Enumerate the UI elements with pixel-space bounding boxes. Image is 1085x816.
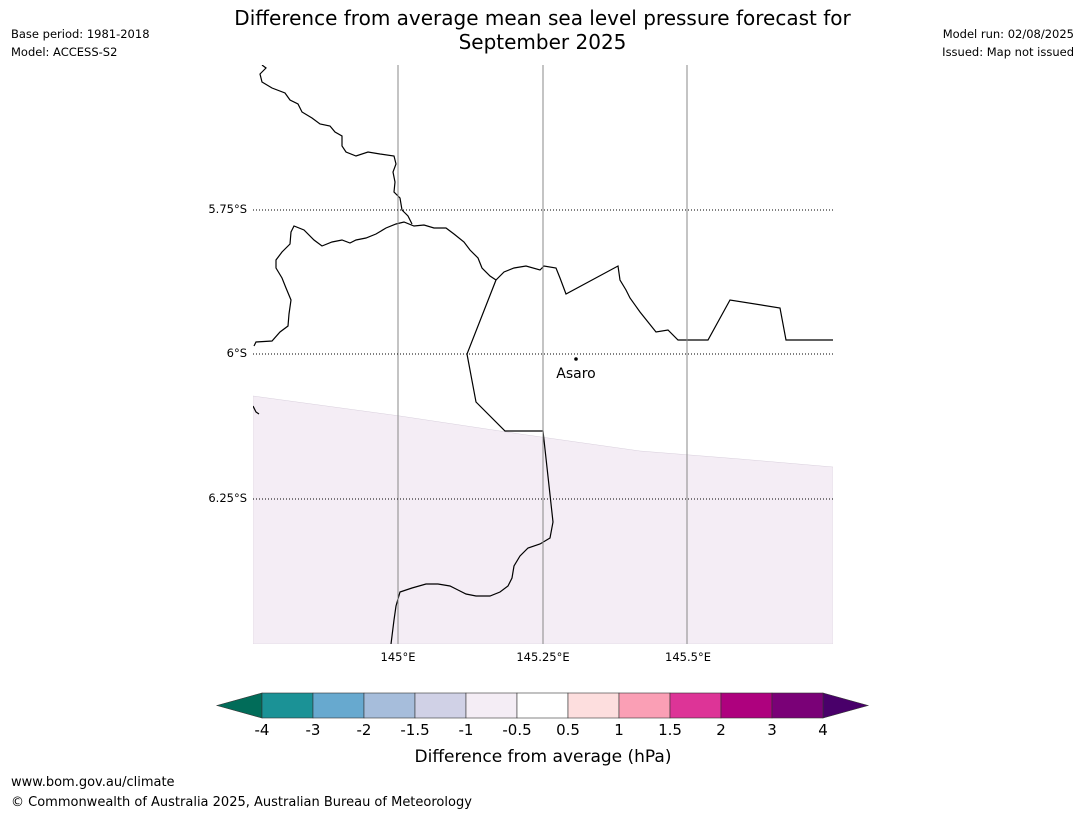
coastline-central bbox=[253, 221, 833, 347]
colorbar-segment bbox=[312, 692, 365, 719]
coastline-group bbox=[253, 65, 833, 644]
colorbar-segments bbox=[261, 692, 824, 719]
issued-text: Issued: Map not issued bbox=[942, 45, 1074, 59]
province-border bbox=[390, 279, 554, 644]
colorbar-segment bbox=[414, 692, 467, 719]
colorbar-tick-label: -1.5 bbox=[400, 721, 429, 739]
colorbar-title: Difference from average (hPa) bbox=[415, 747, 672, 767]
map-area bbox=[253, 65, 833, 644]
map-title-line2: September 2025 bbox=[458, 30, 627, 54]
colorbar-segment bbox=[618, 692, 671, 719]
lat-label-6-25s: 6.25°S bbox=[208, 491, 247, 505]
colorbar-segment bbox=[567, 692, 620, 719]
coastline-north bbox=[259, 65, 413, 225]
colorbar-over-arrow bbox=[822, 692, 870, 719]
asaro-marker bbox=[574, 357, 578, 361]
parallels bbox=[253, 209, 833, 500]
model-text: Model: ACCESS-S2 bbox=[11, 45, 118, 59]
asaro-label: Asaro bbox=[556, 366, 595, 382]
lon-label-145-25e: 145.25°E bbox=[516, 650, 569, 664]
colorbar-tick-label: 0.5 bbox=[556, 721, 580, 739]
colorbar-tick-label: -2 bbox=[357, 721, 372, 739]
model-run-text: Model run: 02/08/2025 bbox=[942, 27, 1074, 41]
colorbar-tick-label: 1 bbox=[614, 721, 624, 739]
colorbar-tick-label: 2 bbox=[716, 721, 726, 739]
map-title: Difference from average mean sea level p… bbox=[0, 6, 1085, 54]
colorbar-segment bbox=[720, 692, 773, 719]
colorbar: -4 -3 -2 -1.5 -1 -0.5 0.5 1 1.5 2 3 4 bbox=[215, 692, 870, 739]
colorbar-tick-label: 1.5 bbox=[658, 721, 682, 739]
colorbar-segment bbox=[363, 692, 416, 719]
colorbar-tick-label: -3 bbox=[306, 721, 321, 739]
colorbar-segment bbox=[261, 692, 314, 719]
colorbar-tick-label: -1 bbox=[459, 721, 474, 739]
map-title-line1: Difference from average mean sea level p… bbox=[234, 6, 851, 30]
colorbar-tick-labels: -4 -3 -2 -1.5 -1 -0.5 0.5 1 1.5 2 3 4 bbox=[255, 721, 828, 739]
colorbar-tick-label: -0.5 bbox=[502, 721, 531, 739]
colorbar-tick-label: 4 bbox=[818, 721, 828, 739]
colorbar-tick-label: -4 bbox=[255, 721, 270, 739]
lon-label-145e: 145°E bbox=[381, 650, 416, 664]
coastline-west-fragment bbox=[253, 405, 260, 415]
colorbar-segment bbox=[669, 692, 722, 719]
info-left: Base period: 1981-2018 Model: ACCESS-S2 bbox=[11, 25, 150, 61]
colorbar-segment bbox=[516, 692, 569, 719]
info-right: Model run: 02/08/2025 Issued: Map not is… bbox=[942, 25, 1074, 61]
base-period-text: Base period: 1981-2018 bbox=[11, 27, 150, 41]
lat-label-5-75s: 5.75°S bbox=[208, 202, 247, 216]
colorbar-segment bbox=[465, 692, 518, 719]
lat-label-6s: 6°S bbox=[227, 346, 247, 360]
colorbar-under-arrow bbox=[215, 692, 263, 719]
footer-copyright: © Commonwealth of Australia 2025, Austra… bbox=[11, 795, 472, 810]
colorbar-segment bbox=[771, 692, 824, 719]
colorbar-tick-label: 3 bbox=[767, 721, 777, 739]
lon-label-145-5e: 145.5°E bbox=[665, 650, 711, 664]
footer-url: www.bom.gov.au/climate bbox=[11, 775, 175, 790]
